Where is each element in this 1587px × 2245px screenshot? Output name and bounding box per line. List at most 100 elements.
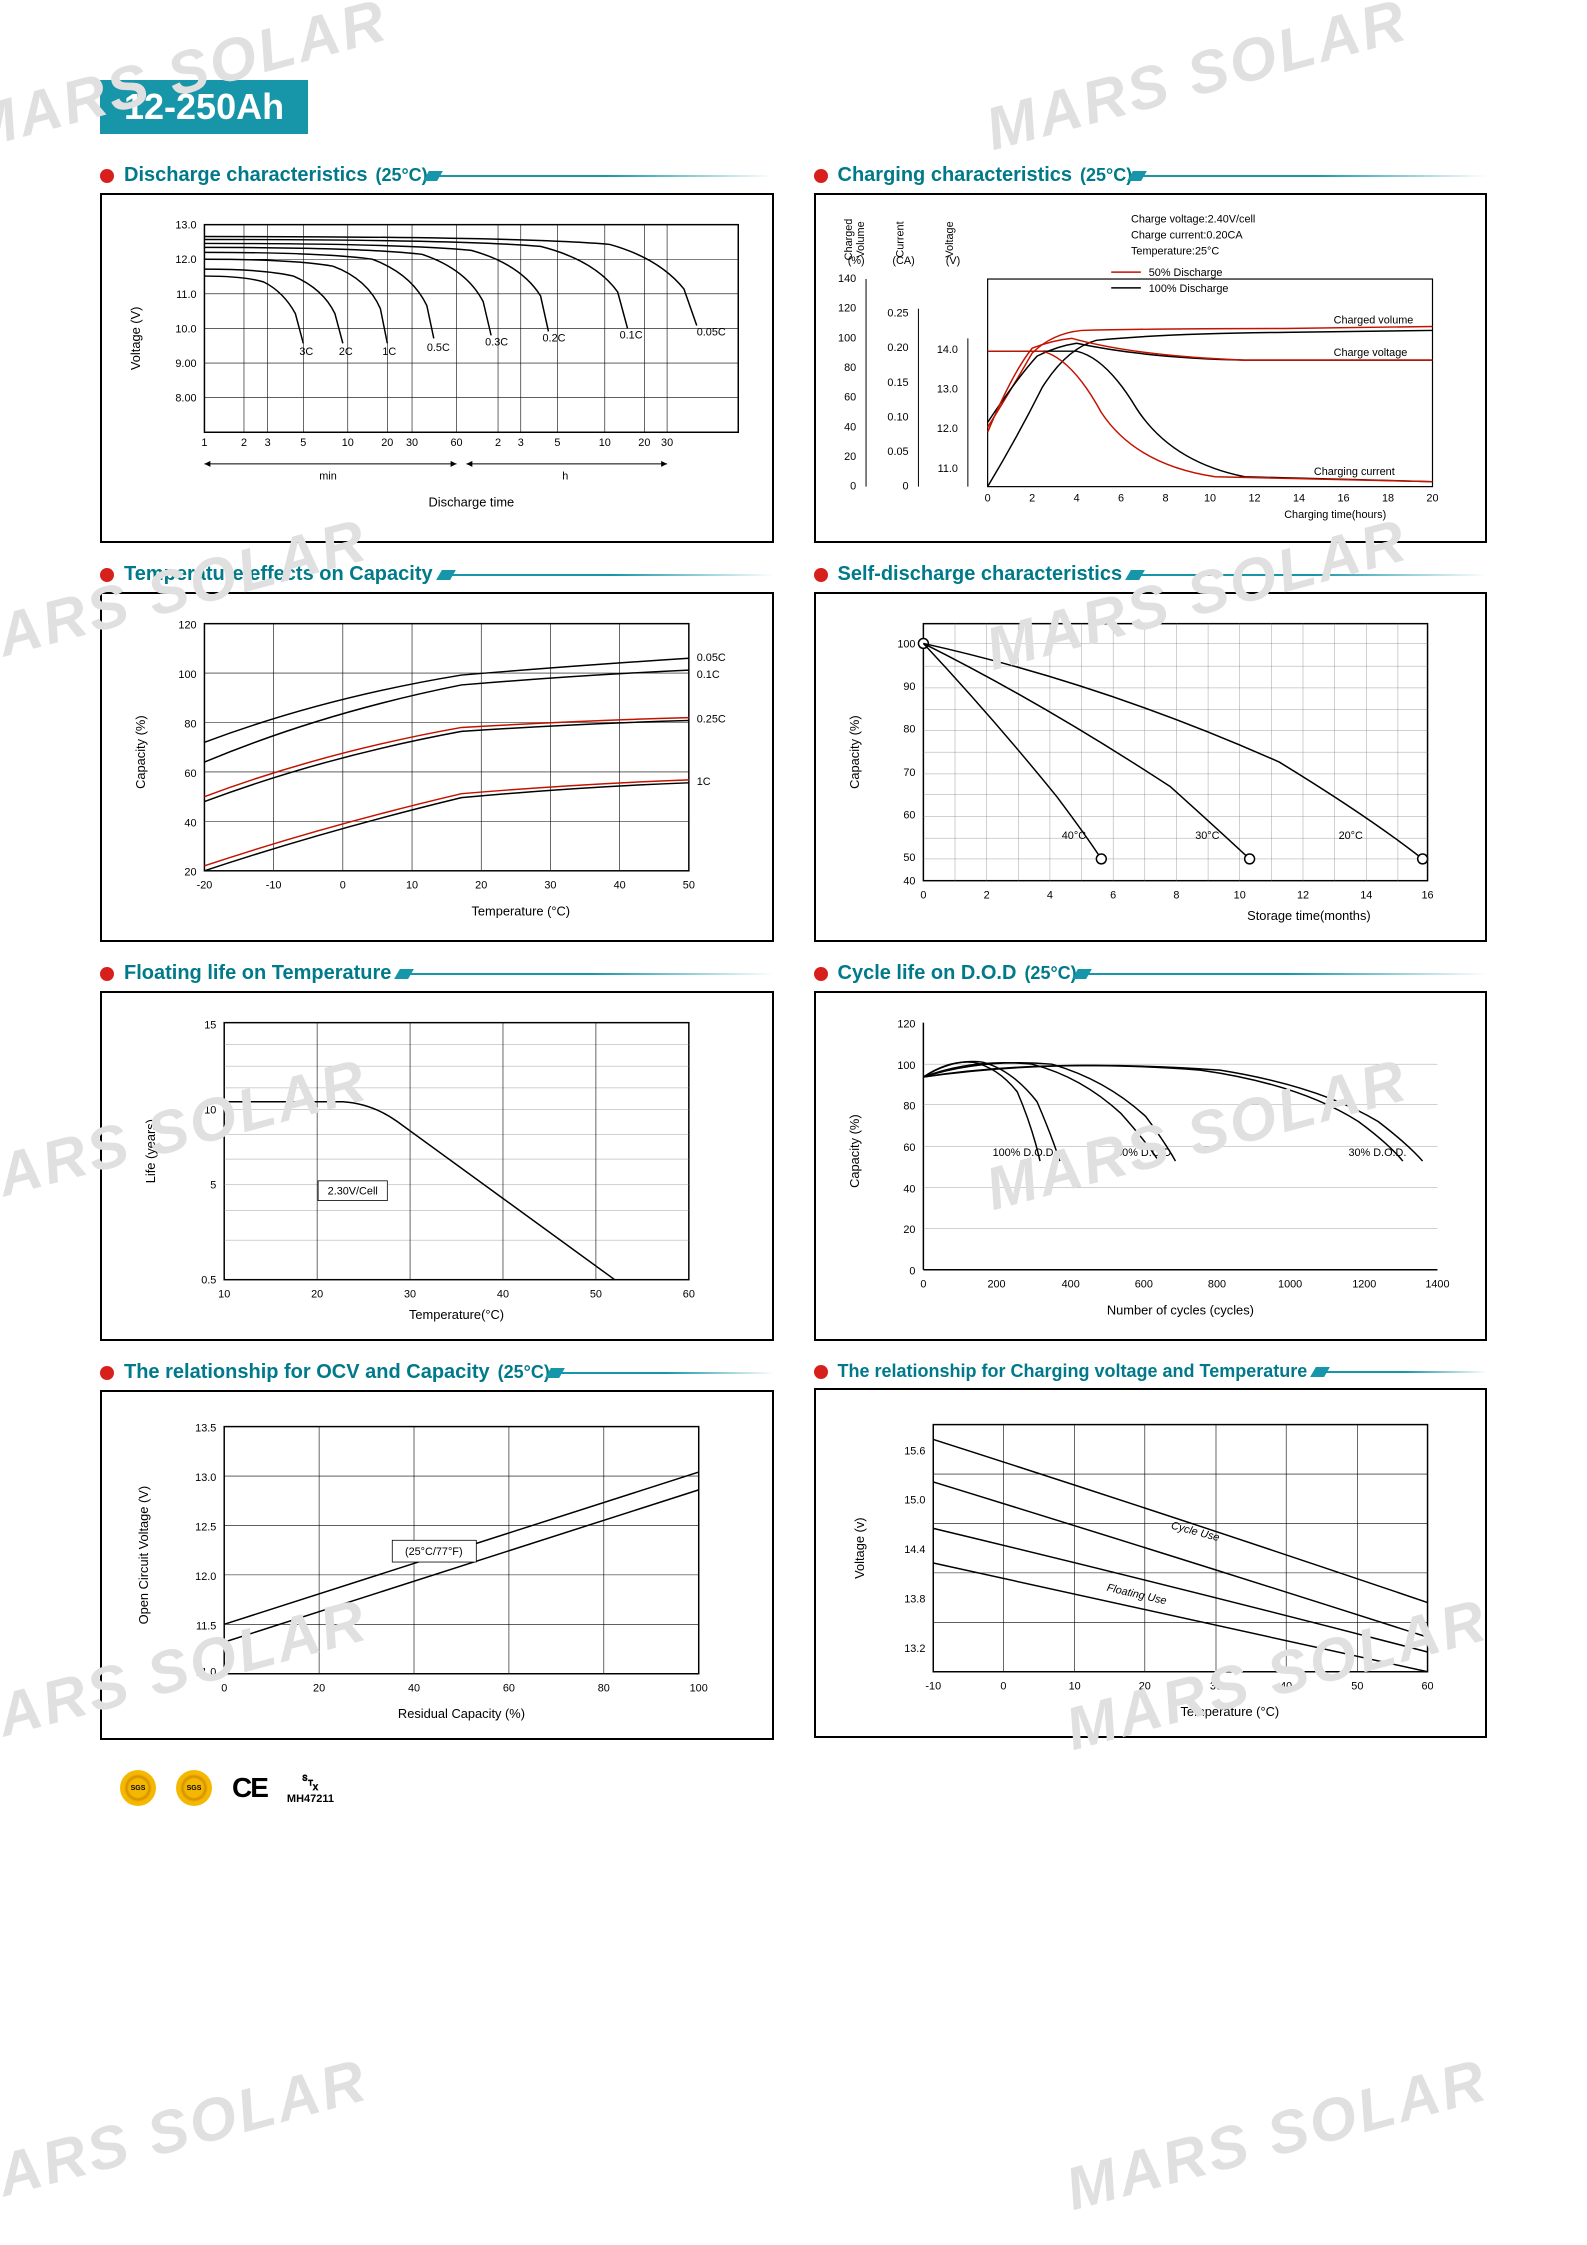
svg-text:6: 6 [1110, 889, 1116, 901]
ul-mark-icon: ␂MH47211 [287, 1772, 334, 1805]
svg-text:2: 2 [241, 437, 247, 449]
ul-code: MH47211 [287, 1793, 334, 1805]
svg-text:8: 8 [1162, 492, 1168, 504]
svg-text:13.0: 13.0 [175, 220, 196, 232]
svg-text:80: 80 [844, 362, 856, 374]
bullet-icon [814, 1365, 828, 1379]
svg-text:80: 80 [903, 723, 915, 735]
chart-grid: Discharge characteristics (25°C) 13.012.… [100, 164, 1487, 1740]
title-rule [558, 1372, 774, 1374]
svg-text:12.0: 12.0 [175, 254, 196, 266]
discharge-cell: Discharge characteristics (25°C) 13.012.… [100, 164, 774, 543]
title-rule [1085, 973, 1487, 975]
svg-text:50: 50 [1351, 1681, 1363, 1693]
svg-text:1400: 1400 [1425, 1279, 1449, 1291]
floating-life-cell: Floating life on Temperature 151050.5 10… [100, 962, 774, 1341]
svg-text:18: 18 [1381, 492, 1393, 504]
title-text: Self-discharge characteristics [838, 563, 1123, 586]
svg-text:0: 0 [902, 481, 908, 493]
svg-text:0: 0 [221, 1683, 227, 1695]
svg-text:120: 120 [838, 303, 856, 315]
svg-text:20: 20 [844, 451, 856, 463]
svg-text:Charged: Charged [843, 219, 855, 261]
svg-text:0: 0 [920, 889, 926, 901]
svg-text:40: 40 [903, 876, 915, 888]
section-title: The relationship for Charging voltage an… [814, 1361, 1488, 1382]
svg-text:0.25C: 0.25C [697, 714, 726, 726]
svg-text:0.5C: 0.5C [427, 342, 450, 354]
title-rule [1140, 175, 1487, 177]
temp-capacity-chart: 12010080604020 -20-1001020304050 0.05C0.… [100, 592, 774, 942]
title-text: Charging characteristics [838, 164, 1073, 187]
svg-text:0.5: 0.5 [201, 1275, 216, 1287]
section-title: Floating life on Temperature [100, 962, 774, 985]
floating-life-chart: 151050.5 102030405060 2.30V/Cell Tempera… [100, 991, 774, 1341]
svg-text:80: 80 [598, 1683, 610, 1695]
svg-text:20: 20 [638, 437, 650, 449]
svg-text:2: 2 [983, 889, 989, 901]
svg-text:11.0: 11.0 [196, 1667, 216, 1679]
title-text: The relationship for OCV and Capacity [124, 1361, 490, 1384]
title-rule [1323, 1371, 1487, 1373]
svg-text:60: 60 [844, 392, 856, 404]
svg-text:20: 20 [1138, 1681, 1150, 1693]
title-text: Cycle life on D.O.D [838, 962, 1017, 985]
self-discharge-cell: Self-discharge characteristics 100908070… [814, 563, 1488, 942]
svg-text:80: 80 [184, 718, 196, 730]
svg-text:12.5: 12.5 [195, 1521, 216, 1533]
svg-text:20: 20 [381, 437, 393, 449]
svg-text:Life (years): Life (years) [143, 1119, 158, 1183]
svg-text:0: 0 [920, 1279, 926, 1291]
svg-text:120: 120 [178, 620, 196, 632]
svg-text:14: 14 [1360, 889, 1372, 901]
svg-text:0.25: 0.25 [887, 308, 908, 320]
svg-text:0.10: 0.10 [887, 411, 908, 423]
svg-text:20: 20 [313, 1683, 325, 1695]
ce-mark-icon: CE [232, 1772, 267, 1804]
svg-text:15.6: 15.6 [904, 1445, 925, 1457]
svg-text:10: 10 [1233, 889, 1245, 901]
svg-text:40°C: 40°C [1061, 830, 1085, 842]
svg-text:20: 20 [311, 1288, 323, 1300]
svg-text:1C: 1C [697, 776, 711, 788]
svg-text:10: 10 [1068, 1681, 1080, 1693]
svg-text:3: 3 [518, 437, 524, 449]
svg-text:11.0: 11.0 [176, 289, 196, 301]
discharge-chart: 13.012.011.010.09.008.00 123510203060235… [100, 193, 774, 543]
svg-text:60: 60 [450, 437, 462, 449]
svg-text:10: 10 [342, 437, 354, 449]
svg-text:min: min [319, 471, 337, 483]
svg-text:200: 200 [987, 1279, 1005, 1291]
bullet-icon [100, 169, 114, 183]
svg-text:Temperature(°C): Temperature(°C) [409, 1307, 504, 1322]
bullet-icon [100, 967, 114, 981]
svg-text:Charging time(hours): Charging time(hours) [1284, 509, 1386, 521]
svg-text:1000: 1000 [1278, 1279, 1302, 1291]
svg-text:Temperature (°C): Temperature (°C) [1180, 1704, 1279, 1719]
svg-text:Voltage: Voltage [944, 221, 956, 257]
cert-footer: SGS SGS CE ␂MH47211 [100, 1770, 1487, 1806]
svg-text:8: 8 [1173, 889, 1179, 901]
svg-text:100: 100 [897, 638, 915, 650]
svg-text:Number of cycles (cycles): Number of cycles (cycles) [1106, 1302, 1253, 1317]
svg-text:10: 10 [406, 880, 418, 892]
svg-text:0.05C: 0.05C [697, 652, 726, 664]
svg-text:60: 60 [903, 809, 915, 821]
svg-text:5: 5 [554, 437, 560, 449]
svg-text:h: h [562, 471, 568, 483]
svg-text:0: 0 [340, 880, 346, 892]
svg-text:1200: 1200 [1352, 1279, 1376, 1291]
svg-text:0.20: 0.20 [887, 342, 908, 354]
svg-text:100: 100 [897, 1060, 915, 1072]
svg-text:3C: 3C [299, 346, 313, 358]
svg-text:10: 10 [1204, 492, 1216, 504]
bullet-icon [100, 1366, 114, 1380]
sgs-badge-icon: SGS [176, 1770, 212, 1806]
svg-text:(25°C/77°F): (25°C/77°F) [405, 1546, 463, 1558]
svg-text:Voltage (v): Voltage (v) [852, 1517, 867, 1578]
svg-text:14.4: 14.4 [904, 1544, 925, 1556]
svg-text:12.0: 12.0 [195, 1571, 216, 1583]
subtitle-text: (25°C) [498, 1362, 550, 1383]
svg-text:13.8: 13.8 [904, 1594, 925, 1606]
svg-text:30: 30 [1209, 1681, 1221, 1693]
